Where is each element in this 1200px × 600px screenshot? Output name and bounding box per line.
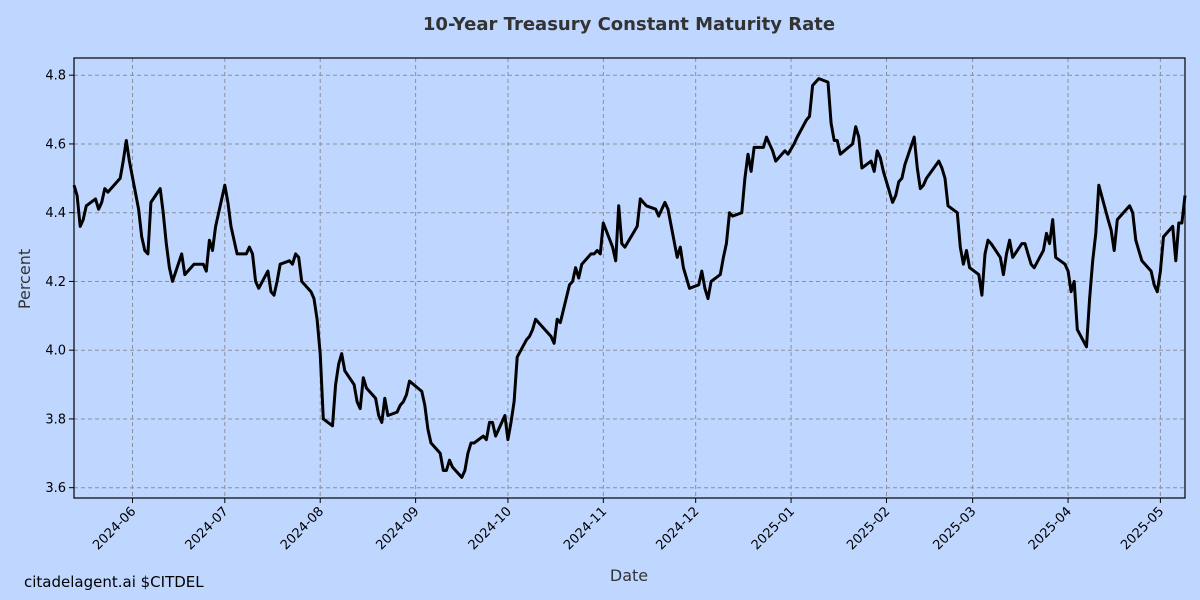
grid-lines [74,58,1185,498]
series-line [72,77,1187,479]
x-tick-label: 2024-09 [373,504,422,553]
x-axis-label: Date [610,566,648,585]
chart-title: 10-Year Treasury Constant Maturity Rate [423,14,835,35]
x-tick-label: 2025-04 [1026,504,1075,553]
x-tick-label: 2024-10 [466,504,515,553]
footer-brand: citadelagent.ai $CITDEL [24,573,204,591]
y-tick-label: 4.0 [45,344,66,359]
x-axis-ticks: 2024-06 2024-07 2024-08 2024-09 2024-10 2024-… [90,498,1167,553]
x-tick-label: 2024-11 [561,504,610,553]
x-tick-label: 2024-07 [183,504,232,553]
x-tick-label: 2024-06 [90,504,139,553]
y-axis-label: Percent [15,249,34,309]
x-tick-label: 2024-08 [278,504,327,553]
x-tick-label: 2024-12 [653,504,702,553]
y-tick-label: 3.6 [45,481,66,496]
y-tick-label: 4.2 [45,275,66,290]
y-axis-ticks: 3.6 3.8 4.0 4.2 4.4 4.6 4.8 [45,69,74,496]
x-tick-label: 2025-05 [1118,504,1167,553]
y-tick-label: 4.6 [45,137,66,152]
plot-frame [73,57,1186,499]
y-tick-label: 4.4 [45,206,66,221]
x-tick-label: 2025-01 [749,504,798,553]
y-tick-label: 3.8 [45,412,66,427]
x-tick-label: 2025-02 [844,504,893,553]
x-tick-label: 2025-03 [930,504,979,553]
y-tick-label: 4.8 [45,69,66,84]
